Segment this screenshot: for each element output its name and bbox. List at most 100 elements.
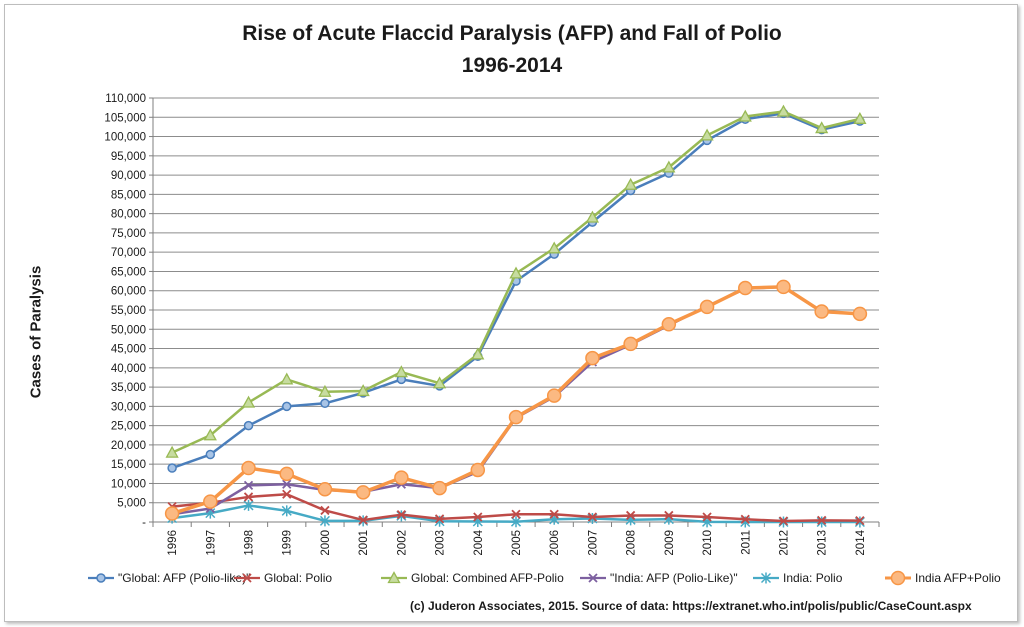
x-tick-label: 2001	[358, 530, 370, 556]
x-tick-label: 2005	[511, 530, 523, 556]
data-point	[358, 515, 368, 525]
data-point	[432, 376, 447, 389]
legend-marker	[760, 572, 772, 584]
y-tick-label: 65,000	[111, 266, 146, 278]
data-point	[700, 128, 714, 141]
x-tick-label: 2014	[855, 529, 867, 555]
data-point	[816, 516, 827, 528]
x-tick-label: 2009	[664, 530, 676, 556]
x-tick-label: 2013	[817, 530, 829, 556]
chart-subtitle: 1996-2014	[461, 54, 563, 77]
data-point	[356, 384, 370, 397]
data-point	[624, 177, 638, 190]
legend-marker	[890, 570, 906, 586]
x-tick-label: 2008	[626, 530, 638, 556]
y-tick-label: -	[142, 517, 146, 529]
y-tick-label: 5,000	[117, 498, 146, 510]
legend-marker	[387, 571, 401, 584]
data-point	[740, 514, 750, 524]
data-point	[511, 509, 521, 519]
data-point	[738, 280, 753, 296]
data-point	[394, 470, 409, 485]
x-tick-label: 2010	[702, 530, 714, 556]
data-point	[817, 515, 827, 526]
data-point	[167, 463, 177, 473]
x-tick-label: 2002	[396, 530, 408, 556]
data-point	[738, 109, 752, 122]
series-line	[171, 285, 860, 516]
data-point	[164, 506, 180, 521]
legend-label: "Global: AFP (Polio-like)"	[118, 571, 250, 585]
y-tick-label: 55,000	[111, 305, 146, 317]
x-tick-label: 2006	[549, 530, 561, 556]
data-point	[320, 505, 330, 516]
x-tick-label: 1999	[282, 530, 294, 556]
data-point	[662, 160, 676, 173]
data-point	[318, 384, 332, 397]
legend-label: India AFP+Polio	[915, 571, 1001, 585]
legend-label: Global: Polio	[264, 571, 332, 585]
data-point	[852, 306, 868, 322]
data-point	[205, 449, 216, 460]
data-point	[320, 398, 330, 409]
data-point	[317, 481, 333, 497]
data-point	[280, 372, 294, 385]
y-tick-label: 15,000	[111, 459, 146, 471]
data-point	[623, 336, 638, 352]
data-point	[282, 489, 292, 499]
data-point	[510, 516, 522, 528]
data-point	[394, 365, 408, 378]
x-tick-label: 2007	[587, 530, 599, 556]
x-tick-label: 2012	[778, 530, 790, 556]
y-tick-label: 90,000	[111, 170, 146, 182]
y-tick-label: 110,000	[105, 93, 146, 105]
data-point	[625, 510, 636, 521]
y-tick-label: 80,000	[111, 209, 146, 221]
y-tick-label: 50,000	[111, 324, 146, 336]
data-point	[434, 514, 445, 524]
legend-marker	[588, 573, 598, 583]
data-point	[776, 279, 791, 295]
data-point	[664, 510, 674, 521]
y-tick-label: 105,000	[104, 112, 146, 124]
y-tick-label: 75,000	[111, 228, 146, 240]
data-point	[203, 428, 217, 441]
data-point	[814, 304, 829, 319]
y-tick-label: 35,000	[111, 382, 146, 394]
data-point	[243, 480, 254, 491]
data-point	[279, 466, 294, 482]
y-tick-label: 70,000	[111, 247, 146, 259]
chart-title: Rise of Acute Flaccid Paralysis (AFP) an…	[242, 22, 782, 45]
data-point	[661, 317, 677, 332]
series-line	[171, 285, 861, 516]
data-point	[702, 512, 712, 522]
data-point	[585, 350, 600, 366]
x-tick-label: 2000	[320, 530, 332, 556]
legend-label: Global: Combined AFP-Polio	[411, 571, 564, 585]
data-point	[243, 499, 254, 511]
y-tick-label: 45,000	[111, 344, 146, 356]
y-tick-label: 10,000	[111, 478, 146, 490]
legend-label: India: Polio	[783, 571, 843, 585]
data-point	[699, 299, 715, 315]
x-tick-label: 1996	[167, 530, 179, 556]
data-point	[203, 494, 218, 509]
data-point	[778, 516, 789, 526]
legend-marker	[96, 573, 106, 583]
data-point	[853, 111, 867, 124]
legend-label: "India: AFP (Polio-Like)"	[610, 571, 738, 585]
data-point	[546, 388, 562, 403]
data-point	[319, 515, 330, 527]
legend-marker	[242, 573, 252, 583]
y-tick-label: 20,000	[111, 440, 146, 452]
data-point	[241, 395, 256, 408]
data-point	[281, 505, 292, 517]
y-tick-label: 95,000	[111, 151, 146, 163]
data-point	[587, 512, 598, 522]
data-point	[855, 515, 865, 526]
data-point	[282, 479, 292, 489]
data-point	[396, 510, 407, 520]
data-point	[165, 445, 179, 458]
data-point	[854, 516, 865, 528]
